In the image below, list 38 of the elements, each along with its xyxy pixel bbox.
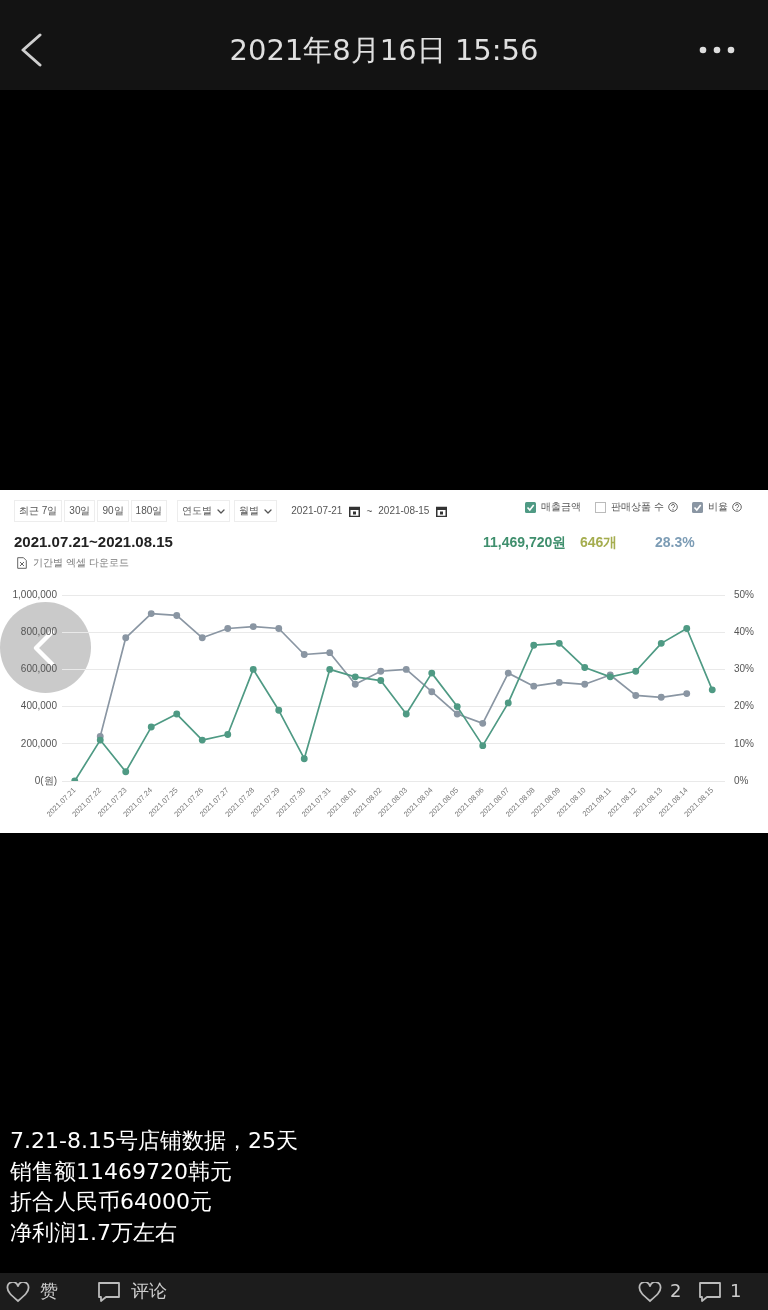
y2-tick-label: 30% [734,663,755,675]
chart-title: 2021.07.21~2021.08.15 [14,533,173,551]
text: 11,469,720원 [483,533,567,551]
y-tick-label: 0(원) [34,774,57,786]
text: 2021-07-21 [291,504,343,518]
text: ~ [366,505,373,517]
text: 2 [670,1280,682,1302]
text: 28.3% [655,533,695,551]
y2-tick-label: 50% [734,588,755,600]
y2-tick-label: 20% [734,700,755,712]
text: 기간별 엑셀 다운로드 [33,556,129,570]
y-tick-label: 800,000 [20,625,58,637]
y2-tick-label: 10% [734,737,755,749]
text: 판매상품 수 [611,500,664,514]
text: 折合人民币64000元 [10,1189,212,1214]
text: 2021-08-15 [378,504,430,518]
dropdown: 월별 [234,500,278,522]
legend-label: 비율 [708,500,728,514]
text: 90일 [97,500,129,522]
text: 2021年8月16日 15:56 [229,33,539,67]
text: 评论 [131,1280,167,1302]
text: 7.21-8.15号店铺数据，25天 [10,1128,298,1153]
text: 赞 [40,1280,58,1302]
text: 180일 [130,500,168,522]
text: 30일 [64,500,96,522]
text: 646개 [580,533,618,551]
legend-label: 매출금액 [541,500,582,514]
y-tick-label: 600,000 [20,663,58,675]
y-tick-label: 400,000 [20,700,58,712]
y-tick-label: 200,000 [20,737,58,749]
y-tick-label: 1,000,000 [12,588,58,600]
text: 1 [730,1280,742,1302]
text: 销售额11469720韩元 [10,1158,232,1184]
y2-tick-label: 0% [734,774,749,786]
dropdown: 연도별 [177,500,231,522]
text: 최근 7일 [14,500,63,522]
y2-tick-label: 40% [734,625,755,637]
text: 净利润1.7万左右 [10,1219,177,1245]
